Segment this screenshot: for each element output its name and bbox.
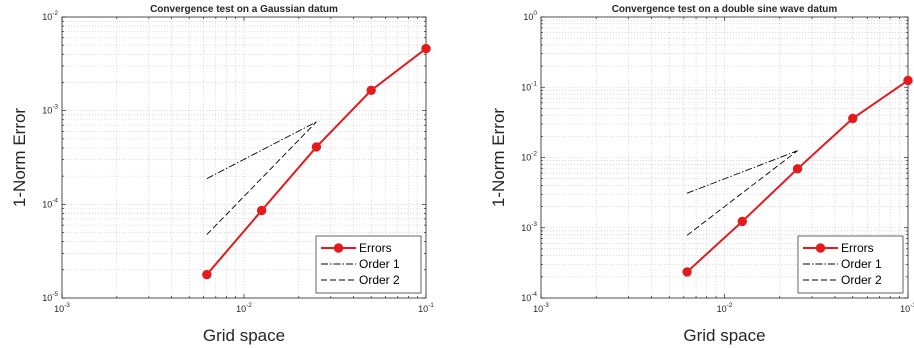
series-line-order-2: [686, 150, 798, 236]
legend-label-order-2: Order 2: [359, 273, 400, 287]
series-line-order-1: [206, 121, 317, 180]
y-tick-label: 10-3: [521, 221, 537, 233]
y-tick-label: 10-2: [42, 10, 58, 22]
y-tick-label: 10-2: [521, 151, 537, 163]
chart-title: Convergence test on a double sine wave d…: [612, 4, 838, 15]
x-axis-label: Grid space: [203, 326, 285, 345]
x-tick-label: 10-3: [54, 302, 70, 314]
x-tick-label: 10-1: [900, 302, 914, 314]
legend-label-order-1: Order 1: [841, 257, 882, 271]
data-point-errors: [421, 43, 431, 54]
chart-panel-2: 10-310-210-110-410-310-210-1100Convergen…: [489, 4, 914, 345]
legend-box: [315, 235, 422, 294]
legend: Errors Order 1 Order 2: [797, 235, 904, 294]
data-point-errors: [202, 269, 212, 280]
legend-label-order-1: Order 1: [359, 257, 400, 271]
x-axis-label: Grid space: [683, 326, 765, 345]
legend-marker-errors: [333, 243, 344, 253]
legend-label-errors: Errors: [359, 241, 392, 255]
series-line-order-1: [686, 150, 798, 194]
y-tick-label: 10-4: [521, 291, 537, 303]
y-tick-label: 10-3: [42, 104, 58, 116]
legend-label-errors: Errors: [841, 241, 874, 255]
y-tick-label: 10-5: [42, 291, 58, 303]
data-point-errors: [256, 205, 267, 216]
series-line-order-2: [206, 121, 317, 235]
legend-label-order-2: Order 2: [841, 273, 882, 287]
chart-title: Convergence test on a Gaussian datum: [150, 4, 338, 15]
data-point-errors: [903, 75, 913, 86]
data-point-errors: [848, 113, 858, 124]
legend: Errors Order 1 Order 2: [315, 235, 422, 294]
data-point-errors: [737, 216, 747, 227]
data-point-errors: [311, 142, 322, 152]
chart-panel-1: 10-3 10-2 10-1 10-5 10-4 10-3 10-2 Convergence …: [10, 4, 434, 345]
x-tick-label: 10-1: [418, 302, 434, 314]
y-tick-label: 10-1: [521, 80, 537, 92]
data-point-errors: [366, 85, 376, 95]
x-tick-label: 10-2: [236, 302, 252, 314]
data-point-errors: [792, 164, 803, 174]
y-axis-label: 1-Norm Error: [489, 108, 508, 208]
y-tick-label: 100: [523, 10, 537, 22]
tick-marks: [61, 16, 427, 299]
tick-marks: [540, 16, 909, 299]
y-tick-label: 10-4: [42, 197, 58, 209]
data-point-errors: [682, 267, 692, 277]
legend-box: [797, 235, 904, 294]
x-tick-label: 10-3: [533, 302, 549, 314]
y-axis-label: 1-Norm Error: [10, 108, 29, 208]
x-tick-label: 10-2: [717, 302, 733, 314]
legend-marker-errors: [815, 243, 826, 253]
